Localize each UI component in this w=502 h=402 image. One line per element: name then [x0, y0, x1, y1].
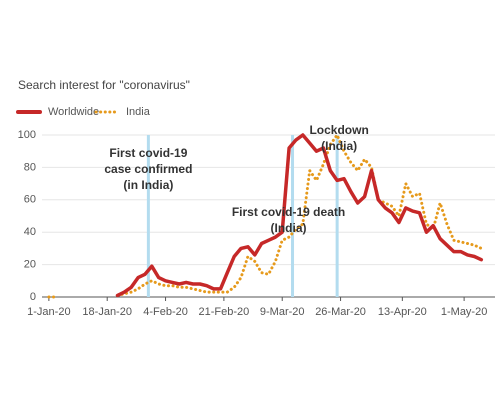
x-tick-label: 26-Mar-20	[315, 306, 366, 318]
annotation: (India)	[271, 221, 307, 235]
series-line	[47, 133, 483, 299]
chart-title: Search interest for "coronavirus"	[18, 78, 190, 92]
y-tick-label: 80	[24, 161, 36, 173]
x-tick-label: 9-Mar-20	[260, 306, 305, 318]
annotation: First covid-19 death	[232, 205, 345, 219]
y-tick-label: 60	[24, 194, 36, 206]
y-tick-label: 100	[18, 129, 36, 141]
legend-label: India	[126, 106, 151, 118]
annotation: (India)	[321, 139, 357, 153]
series-line	[115, 133, 484, 298]
y-tick-label: 20	[24, 259, 36, 271]
event-band	[291, 135, 295, 297]
x-tick-label: 18-Jan-20	[82, 306, 132, 318]
x-tick-label: 13-Apr-20	[378, 306, 427, 318]
y-tick-label: 0	[30, 291, 36, 303]
y-tick-label: 40	[24, 226, 36, 238]
x-tick-label: 1-Jan-20	[27, 306, 70, 318]
annotation: First covid-19	[109, 146, 187, 160]
legend-label: Worldwide	[48, 106, 99, 118]
x-tick-label: 21-Feb-20	[199, 306, 250, 318]
x-tick-label: 1-May-20	[441, 306, 487, 318]
annotation: Lockdown	[309, 123, 368, 137]
x-tick-label: 4-Feb-20	[143, 306, 188, 318]
annotation: (in India)	[123, 178, 173, 192]
event-band	[146, 135, 150, 297]
event-band	[335, 135, 339, 297]
annotation: case confirmed	[104, 162, 192, 176]
